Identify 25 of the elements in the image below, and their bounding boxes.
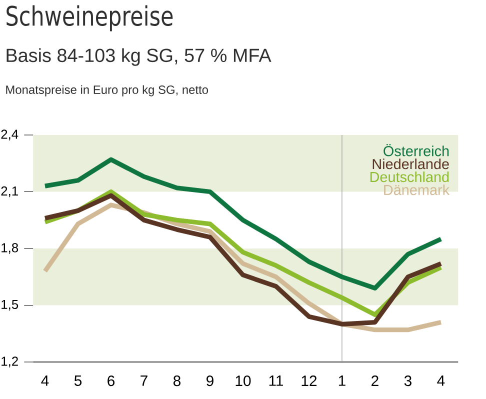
text: Dänemark — [384, 184, 450, 196]
x-tick-label: 11 — [269, 376, 284, 386]
text: Niederlande — [372, 158, 449, 170]
text: Deutschland — [370, 172, 449, 182]
x-tick-label: 6 — [108, 376, 114, 386]
x-tick-label: 5 — [74, 376, 82, 386]
y-tick-label: 1,8 — [2, 243, 18, 254]
x-tick-label: 1 — [338, 376, 346, 386]
x-tick-label: 12 — [302, 376, 317, 386]
x-tick-label: 2 — [372, 376, 378, 386]
y-tick-label: 2,1 — [1, 186, 18, 198]
x-tick-label: 7 — [140, 376, 148, 386]
x-tick-label: 9 — [206, 376, 214, 386]
text: Monatspreise in Euro pro kg SG, netto — [6, 85, 208, 96]
x-tick-label: 4 — [41, 376, 49, 386]
y-tick-label: 1,5 — [2, 300, 18, 311]
text: Österreich — [384, 144, 449, 156]
chart-subtitle: Basis 84-103 kg SG, 57 % MFA — [6, 48, 272, 66]
x-tick-label: 3 — [404, 376, 412, 386]
x-tick-label: 8 — [173, 376, 180, 386]
x-tick-label: 4 — [437, 376, 445, 386]
x-tick-label: 10 — [236, 376, 251, 386]
y-tick-label: 1,2 — [2, 356, 18, 368]
y-tick-label: 2,4 — [1, 130, 18, 140]
chart-title: Schweinepreise — [6, 5, 173, 32]
